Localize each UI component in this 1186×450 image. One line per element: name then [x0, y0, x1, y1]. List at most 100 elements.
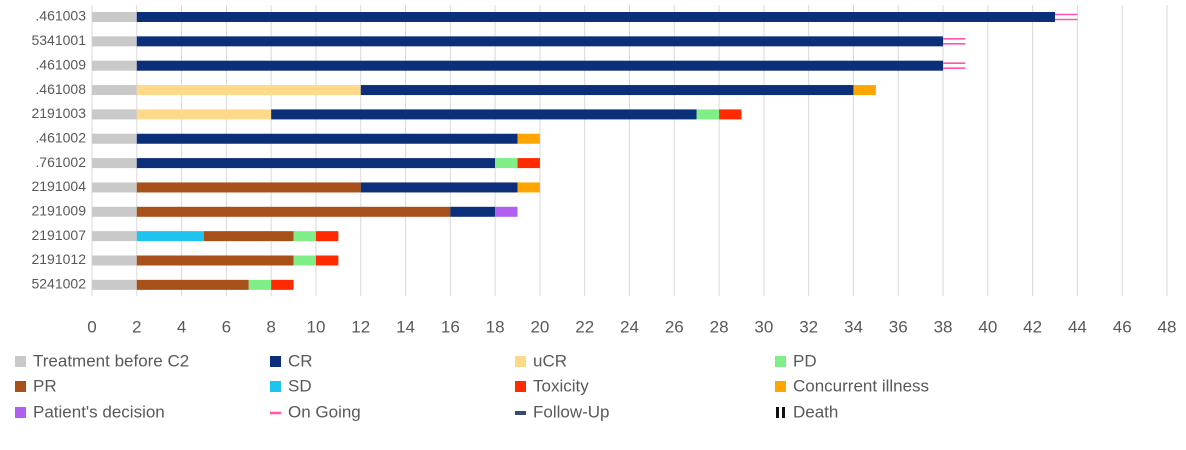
- y-tick-label: 5241002: [31, 276, 86, 292]
- bar-segment: [719, 109, 742, 120]
- x-tick-label: 26: [665, 317, 684, 336]
- bar-segment: [293, 231, 316, 242]
- x-tick-label: 28: [710, 317, 729, 336]
- x-tick-label: 12: [351, 317, 370, 336]
- legend-swatch: [775, 381, 786, 392]
- bar-segment: [203, 231, 294, 242]
- bar-segment: [293, 255, 316, 266]
- y-tick-label: .761002: [35, 154, 86, 170]
- legend-swatch: [270, 381, 281, 392]
- bar-segment: [136, 60, 944, 71]
- x-tick-label: 48: [1158, 317, 1177, 336]
- legend-label: PD: [793, 351, 817, 370]
- legend-swatch: [515, 381, 526, 392]
- legend-swatch: [15, 381, 26, 392]
- bar-segment: [136, 36, 944, 47]
- bar-segment: [315, 255, 339, 266]
- legend-label: Patient's decision: [33, 402, 165, 421]
- bar-segment: [92, 255, 137, 266]
- y-tick-label: 2191012: [31, 251, 86, 267]
- bar-segment: [517, 158, 540, 169]
- bar-segment: [136, 255, 294, 266]
- x-tick-label: 14: [396, 317, 415, 336]
- x-tick-label: 36: [889, 317, 908, 336]
- bar-segment: [136, 133, 518, 144]
- x-tick-label: 6: [222, 317, 231, 336]
- bar-segment: [271, 109, 697, 120]
- y-tick-label: 2191003: [31, 105, 86, 121]
- x-tick-label: 0: [87, 317, 96, 336]
- bar-segment: [495, 206, 518, 217]
- bar-segment: [136, 12, 1056, 22]
- legend-swatch: [270, 356, 281, 367]
- bar-segment: [136, 279, 249, 290]
- bar-segment: [92, 206, 137, 217]
- legend-label: PR: [33, 376, 57, 395]
- bar-segment: [92, 85, 137, 96]
- bar-segment: [495, 158, 518, 169]
- legend-label: Concurrent illness: [793, 376, 929, 395]
- bar-segment: [92, 60, 137, 71]
- legend-label: On Going: [288, 402, 361, 421]
- legend-swatch: [775, 356, 786, 367]
- legend-swatch: [15, 356, 26, 367]
- bar-segment: [136, 182, 361, 193]
- bar-segment: [517, 182, 540, 193]
- x-tick-label: 24: [620, 317, 639, 336]
- legend-label: SD: [288, 376, 312, 395]
- legend-label: Treatment before C2: [33, 351, 189, 370]
- x-tick-label: 44: [1068, 317, 1087, 336]
- legend-label: Follow-Up: [533, 402, 610, 421]
- bar-segment: [136, 85, 361, 96]
- bar-segment: [92, 12, 137, 22]
- x-tick-label: 46: [1113, 317, 1132, 336]
- bar-segment: [136, 231, 204, 242]
- x-tick-label: 34: [844, 317, 863, 336]
- x-tick-label: 16: [441, 317, 460, 336]
- ongoing-marker: [943, 38, 966, 45]
- legend-swatch: [15, 407, 26, 418]
- x-tick-label: 42: [1023, 317, 1042, 336]
- bar-segment: [136, 206, 451, 217]
- x-tick-label: 4: [177, 317, 186, 336]
- x-tick-label: 2: [132, 317, 141, 336]
- y-tick-label: .461003: [35, 8, 86, 24]
- x-tick-label: 38: [934, 317, 953, 336]
- y-tick-label: .461002: [35, 129, 86, 145]
- y-tick-label: 2191007: [31, 227, 86, 243]
- x-tick-label: 8: [266, 317, 275, 336]
- bar-segment: [92, 279, 137, 290]
- bar-segment: [92, 231, 137, 242]
- bar-segment: [450, 206, 496, 217]
- y-tick-label: 2191004: [31, 178, 86, 194]
- legend-label: uCR: [533, 351, 567, 370]
- bar-segment: [92, 109, 137, 120]
- bar-segment: [92, 182, 137, 193]
- bar-segment: [92, 158, 137, 169]
- bar-segment: [360, 85, 854, 96]
- y-tick-label: 2191009: [31, 203, 86, 219]
- x-tick-label: 32: [799, 317, 818, 336]
- legend-swatch: [515, 356, 526, 367]
- bar-segment: [92, 36, 137, 47]
- legend-swatch: [782, 407, 785, 418]
- bar-segment: [853, 85, 876, 96]
- y-tick-label: .461009: [35, 56, 86, 72]
- bar-segment: [360, 182, 518, 193]
- x-tick-label: 20: [530, 317, 549, 336]
- bar-segment: [315, 231, 339, 242]
- legend-label: CR: [288, 351, 313, 370]
- bar-segment: [271, 279, 294, 290]
- x-tick-label: 10: [306, 317, 325, 336]
- y-tick-label: .461008: [35, 81, 86, 97]
- legend-label: Death: [793, 402, 838, 421]
- ongoing-marker: [943, 62, 966, 69]
- legend-label: Toxicity: [533, 376, 589, 395]
- y-tick-label: 5341001: [31, 32, 86, 48]
- ongoing-marker: [1055, 13, 1078, 21]
- bar-segment: [696, 109, 720, 120]
- bar-segment: [92, 133, 137, 144]
- x-tick-label: 22: [575, 317, 594, 336]
- x-tick-label: 40: [978, 317, 997, 336]
